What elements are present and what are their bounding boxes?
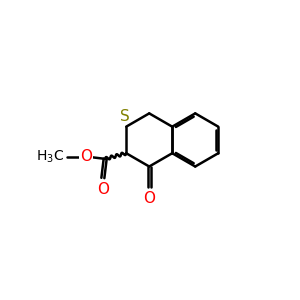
Text: O: O xyxy=(80,149,92,164)
Text: O: O xyxy=(143,191,155,206)
Text: H$_3$C: H$_3$C xyxy=(36,148,64,165)
Text: S: S xyxy=(120,110,130,124)
Text: O: O xyxy=(97,182,109,197)
